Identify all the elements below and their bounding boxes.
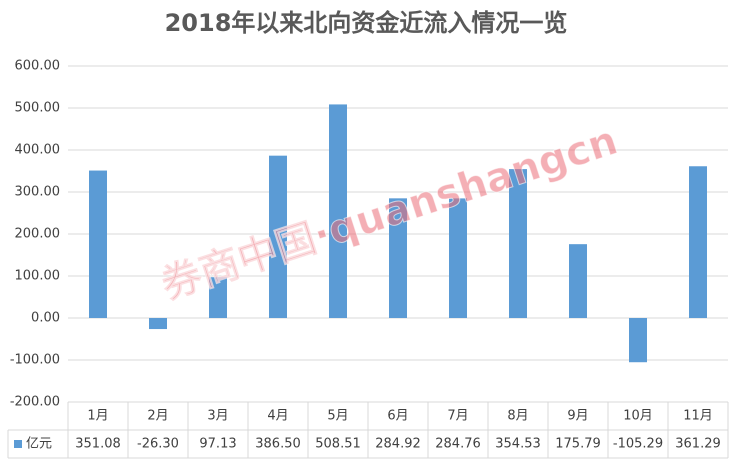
chart-title: 2018年以来北向资金近流入情况一览	[165, 9, 568, 37]
value-label: 284.76	[435, 437, 481, 452]
bar	[269, 155, 287, 318]
value-label: 508.51	[315, 437, 361, 452]
bar	[209, 277, 227, 318]
y-tick-label: 500.00	[15, 101, 61, 116]
bar	[89, 170, 107, 318]
legend-label: 亿元	[26, 437, 52, 452]
y-tick-label: 100.00	[15, 269, 61, 284]
y-tick-label: 0.00	[31, 311, 60, 326]
x-tick-label: 7月	[447, 409, 468, 424]
y-tick-label: 600.00	[15, 59, 61, 74]
y-tick-label: 300.00	[15, 185, 61, 200]
x-tick-label: 3月	[207, 409, 228, 424]
x-tick-label: 11月	[683, 409, 713, 424]
x-tick-label: 1月	[87, 409, 108, 424]
bar	[689, 166, 707, 318]
value-label: 284.92	[375, 437, 421, 452]
bar	[629, 318, 647, 363]
bar	[389, 198, 407, 318]
bar	[509, 169, 527, 318]
value-label: 351.08	[75, 437, 121, 452]
bar	[149, 318, 167, 330]
bar	[449, 198, 467, 318]
legend-swatch	[14, 440, 22, 448]
value-label: 361.29	[675, 437, 721, 452]
x-tick-label: 2月	[147, 409, 168, 424]
bar	[569, 244, 587, 318]
value-label: 97.13	[199, 437, 236, 452]
x-tick-label: 10月	[623, 409, 653, 424]
y-tick-label: -100.00	[10, 353, 60, 368]
value-label: 175.79	[555, 437, 601, 452]
bar	[329, 104, 347, 318]
value-label: -105.29	[613, 437, 663, 452]
x-tick-label: 9月	[567, 409, 588, 424]
x-tick-label: 5月	[327, 409, 348, 424]
x-tick-label: 8月	[507, 409, 528, 424]
x-tick-label: 4月	[267, 409, 288, 424]
y-tick-label: 400.00	[15, 143, 61, 158]
value-label: -26.30	[137, 437, 179, 452]
y-tick-label: -200.00	[10, 395, 60, 410]
value-label: 354.53	[495, 437, 541, 452]
y-tick-label: 200.00	[15, 227, 61, 242]
value-label: 386.50	[255, 437, 301, 452]
x-tick-label: 6月	[387, 409, 408, 424]
